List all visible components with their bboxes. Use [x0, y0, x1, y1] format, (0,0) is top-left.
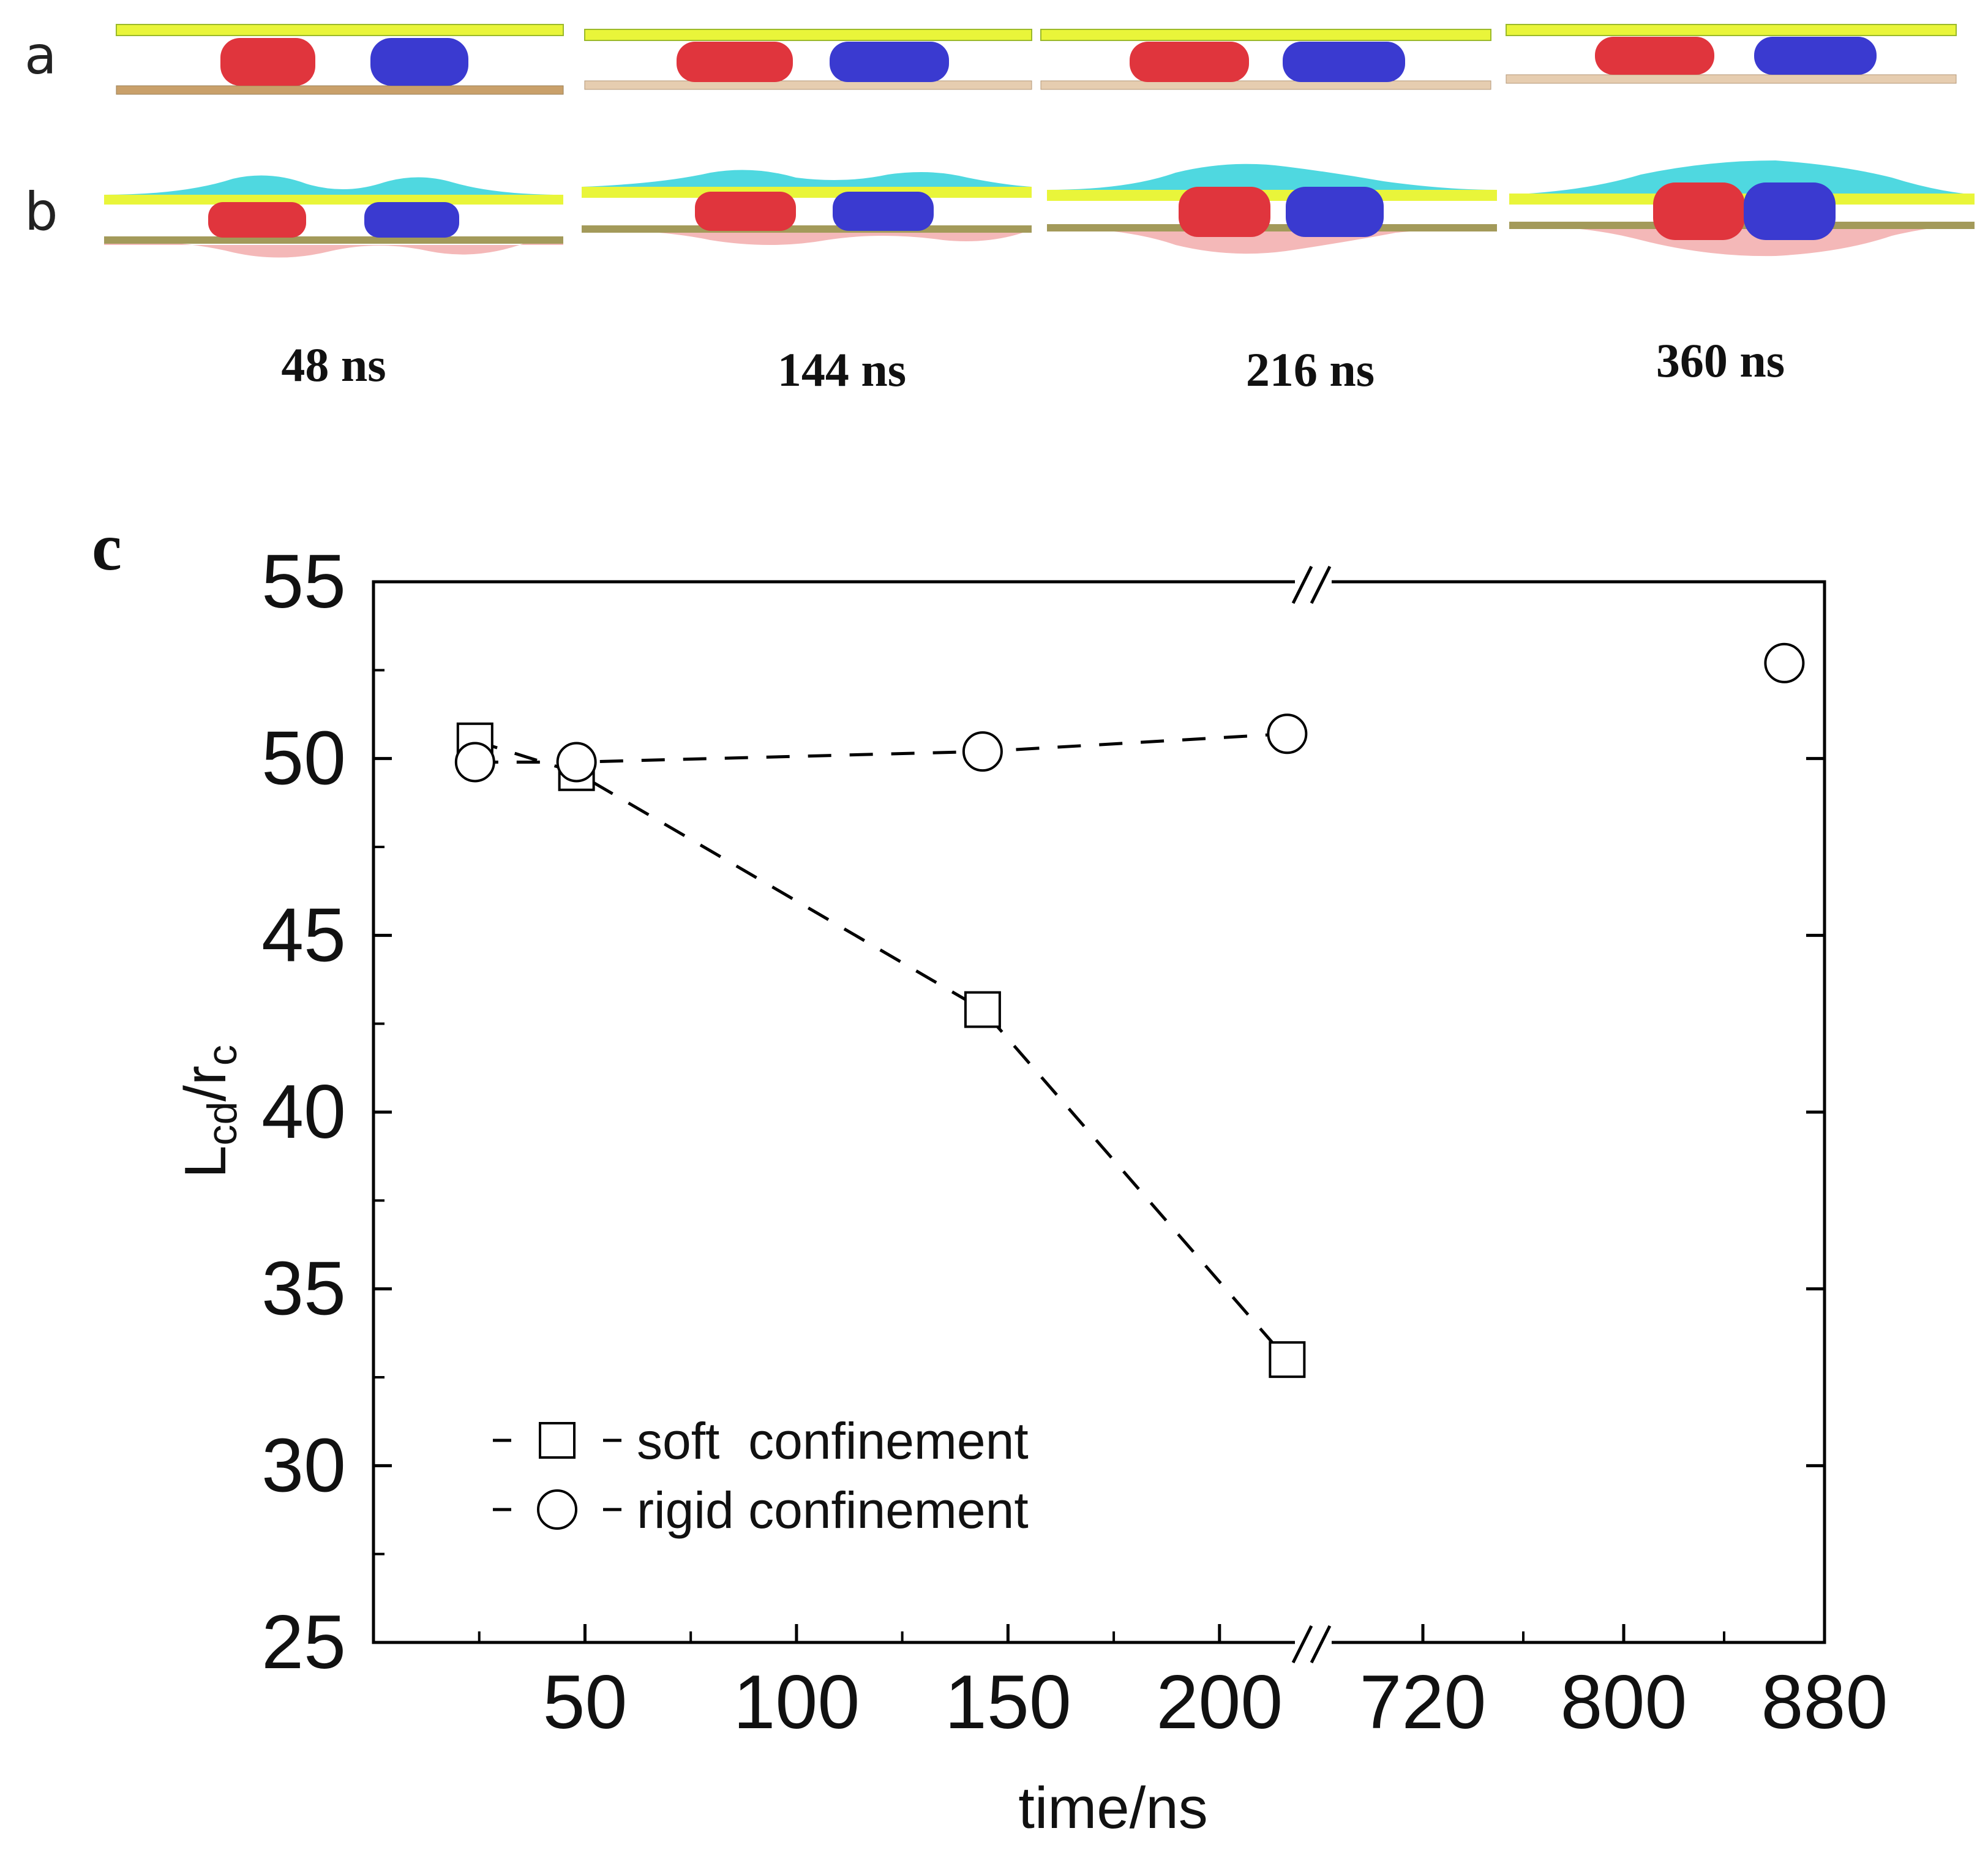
data-point-soft: [964, 991, 1001, 1028]
droplet-blue: [370, 38, 468, 86]
y-tick-label: 50: [261, 716, 346, 801]
legend-label-soft: soft confinement: [637, 1412, 1029, 1470]
legend-item-soft: soft confinement: [493, 1412, 1029, 1470]
series-layer: [454, 642, 1805, 1378]
x-tick-label: 800: [1561, 1660, 1687, 1745]
data-point-rigid: [962, 731, 1003, 772]
y-tick-label: 25: [261, 1600, 346, 1685]
snapshot-a-3: [1040, 29, 1491, 90]
x-tick-label: 200: [1156, 1660, 1283, 1745]
x-tick-label: 880: [1761, 1660, 1888, 1745]
y-axis-title: Lcd/rc: [173, 1045, 246, 1178]
row-b-snapshots: [104, 160, 1975, 258]
data-point-rigid: [1764, 642, 1805, 683]
data-point-rigid: [556, 742, 597, 783]
y-axis: 55 50 45 40 35 30 25: [261, 540, 1825, 1685]
time-label-3: 216 ns: [1246, 343, 1375, 396]
series-line-rigid: [474, 732, 1288, 764]
snapshot-a-4: [1506, 24, 1957, 84]
row-a-snapshots: [116, 24, 1957, 95]
droplet-red: [220, 38, 315, 86]
y-tick-label: 30: [261, 1423, 346, 1508]
time-label-1: 48 ns: [281, 338, 386, 391]
y-tick-label: 35: [261, 1247, 346, 1331]
data-point-soft: [1269, 1341, 1306, 1378]
y-tick-label: 40: [261, 1070, 346, 1154]
chart-c: 55 50 45 40 35 30 25 50 100 150 200 720 800 880 time…: [173, 540, 1888, 1841]
time-label-2: 144 ns: [778, 343, 906, 396]
axis-break-bottom: [1291, 1625, 1332, 1664]
panel-a-label: a: [24, 25, 57, 86]
plot-frame: [372, 580, 1826, 1644]
series-line-soft: [474, 739, 1289, 1361]
legend-item-rigid: rigid confinement: [493, 1481, 1029, 1539]
x-axis: 50 100 150 200 720 800 880: [478, 1624, 1888, 1745]
x-tick-label: 150: [945, 1660, 1071, 1745]
snapshot-a-1: [116, 24, 564, 95]
x-tick-label: 100: [733, 1660, 860, 1745]
snapshot-a-2: [584, 29, 1032, 90]
snapshot-b-4: [1509, 160, 1975, 257]
snapshot-b-2: [582, 170, 1032, 245]
y-tick-label: 55: [261, 540, 346, 624]
legend: soft confinement rigid confinement: [493, 1412, 1029, 1539]
axis-break-top: [1291, 565, 1332, 604]
legend-circle-marker: [537, 1489, 577, 1530]
legend-label-rigid: rigid confinement: [637, 1481, 1029, 1539]
panel-c-label: c: [92, 510, 122, 584]
x-axis-title: time/ns: [1018, 1775, 1207, 1841]
data-point-rigid: [454, 742, 495, 783]
y-tick-label: 45: [261, 893, 346, 977]
x-tick-label: 50: [542, 1660, 627, 1745]
legend-square-marker: [539, 1422, 576, 1459]
time-label-4: 360 ns: [1656, 334, 1785, 387]
data-point-rigid: [1267, 713, 1308, 754]
panel-b-label: b: [24, 181, 58, 243]
snapshot-b-1: [104, 175, 563, 258]
snapshot-b-3: [1047, 164, 1497, 254]
x-tick-label: 720: [1360, 1660, 1487, 1745]
